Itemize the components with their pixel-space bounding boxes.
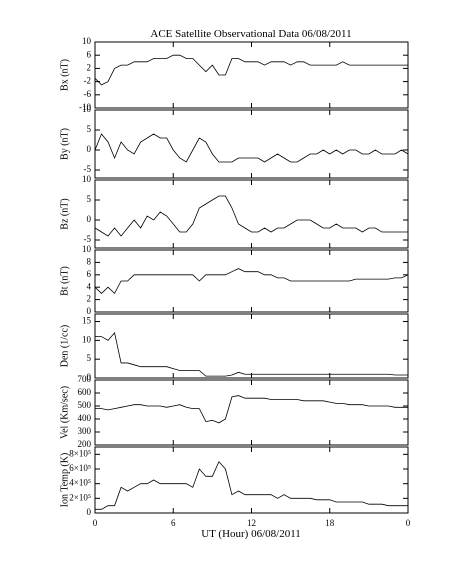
y-tick-label: 8×10⁵ xyxy=(69,448,91,458)
y-axis-label: By (nT) xyxy=(59,128,70,160)
y-tick-label: 5 xyxy=(87,194,92,204)
data-line xyxy=(95,331,408,377)
y-tick-label: 0 xyxy=(87,507,92,517)
y-tick-label: 10 xyxy=(82,244,92,254)
y-tick-label: -6 xyxy=(84,89,92,99)
panel-frame xyxy=(94,249,409,313)
x-axis-label: UT (Hour) 06/08/2011 xyxy=(201,528,301,540)
y-tick-label: 2×10⁵ xyxy=(69,492,91,502)
y-tick-label: 6×10⁵ xyxy=(69,463,91,473)
x-tick-label: 0 xyxy=(406,518,411,528)
x-tick-label: 12 xyxy=(247,518,256,528)
y-tick-label: 4 xyxy=(87,281,92,291)
y-tick-label: 10 xyxy=(82,334,92,344)
y-tick-label: 600 xyxy=(78,387,92,397)
y-tick-label: 6 xyxy=(87,49,92,59)
y-tick-label: 2 xyxy=(87,294,92,304)
y-axis-label: Vel (Km/sec) xyxy=(59,386,70,439)
data-line xyxy=(94,54,408,86)
y-tick-label: -5 xyxy=(84,234,92,244)
y-tick-label: -5 xyxy=(84,164,92,174)
y-axis-label: Den (1/cc) xyxy=(59,325,70,367)
data-line xyxy=(95,395,408,424)
y-tick-label: 700 xyxy=(78,374,92,384)
y-tick-label: 2 xyxy=(87,62,92,72)
panel-frame xyxy=(94,446,409,514)
x-tick-label: 18 xyxy=(325,518,335,528)
y-axis-label: Bz (nT) xyxy=(59,198,70,229)
y-tick-label: 500 xyxy=(78,400,92,410)
chart-title: ACE Satellite Observational Data 06/08/2… xyxy=(150,28,351,40)
panel-frame xyxy=(94,109,409,179)
x-tick-label: 0 xyxy=(93,518,98,528)
y-tick-label: 6 xyxy=(87,269,92,279)
y-axis-label: Bt (nT) xyxy=(59,266,70,296)
data-line xyxy=(95,460,408,510)
y-tick-label: 15 xyxy=(82,316,92,326)
y-tick-label: 5 xyxy=(87,124,92,134)
panel-frame xyxy=(94,379,409,446)
y-tick-label: 10 xyxy=(82,174,92,184)
y-tick-label: -10 xyxy=(79,102,91,112)
x-tick-label: 6 xyxy=(171,518,176,528)
y-tick-label: 400 xyxy=(78,413,92,423)
data-line xyxy=(94,133,409,163)
y-tick-label: 5 xyxy=(87,353,92,363)
y-tick-label: 4×10⁵ xyxy=(69,478,91,488)
data-line xyxy=(94,268,409,295)
y-tick-label: 300 xyxy=(78,426,92,436)
y-tick-label: 10 xyxy=(82,104,92,114)
y-tick-label: 0 xyxy=(87,372,92,382)
y-tick-label: 0 xyxy=(87,306,92,316)
y-axis-label: Ion Temp (K) xyxy=(59,453,70,508)
y-axis-label: Bx (nT) xyxy=(59,59,70,91)
y-tick-label: 10 xyxy=(82,36,92,46)
y-tick-label: -2 xyxy=(84,76,92,86)
panel-frame xyxy=(94,41,409,109)
panel-frame xyxy=(94,313,409,379)
y-tick-label: 8 xyxy=(87,256,92,266)
y-tick-label: 0 xyxy=(87,214,92,224)
y-tick-label: 0 xyxy=(87,144,92,154)
y-tick-label: 200 xyxy=(78,439,92,449)
data-line xyxy=(94,195,408,237)
panel-frame xyxy=(94,179,409,249)
